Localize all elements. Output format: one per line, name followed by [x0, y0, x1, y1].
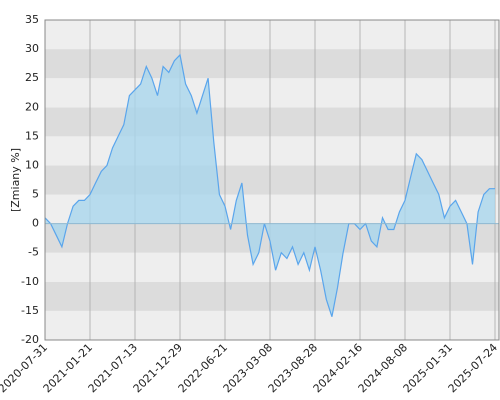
y-tick-label: 30: [25, 42, 39, 55]
y-tick-label: 5: [32, 188, 39, 201]
y-axis-label: [Zmiany %]: [9, 148, 22, 212]
grid-band: [45, 20, 499, 50]
y-tick-label: 25: [25, 71, 39, 84]
plot-border: [44, 19, 500, 341]
grid-band: [45, 107, 499, 137]
y-tick-label: -5: [28, 246, 39, 259]
grid-band: [45, 252, 499, 282]
y-tick-label: 10: [25, 158, 39, 171]
line: [44, 53, 495, 317]
y-tick-label: 20: [25, 100, 39, 113]
grid-band: [45, 78, 499, 108]
y-tick-label: 15: [25, 129, 39, 142]
y-tick-label: 35: [25, 13, 39, 26]
grid-band: [45, 310, 499, 340]
area: [45, 54, 495, 317]
y-tick-label: -15: [21, 304, 39, 317]
y-tick-label: 0: [32, 217, 39, 230]
y-tick-label: -10: [21, 275, 39, 288]
grid-band: [45, 49, 499, 79]
y-tick-label: -20: [21, 333, 39, 346]
grid-band: [45, 281, 499, 311]
